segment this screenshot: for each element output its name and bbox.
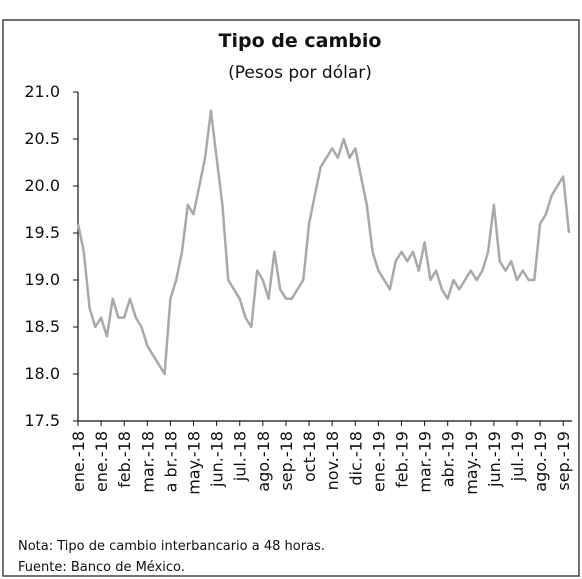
y-tick-label: 18.5 <box>24 317 60 336</box>
x-tick-label: oct-18 <box>300 431 319 482</box>
y-tick-label: 20.5 <box>24 129 60 148</box>
x-tick-label: jul.-18 <box>231 431 250 482</box>
x-tick-label: jul.-19 <box>508 431 527 482</box>
note: Nota: Tipo de cambio interbancario a 48 … <box>18 539 325 554</box>
y-tick-label: 19.5 <box>24 223 60 242</box>
x-tick-label: ene.-18 <box>92 431 111 492</box>
x-tick-label: may.-18 <box>185 431 204 495</box>
x-tick-label: sep.-18 <box>277 431 296 491</box>
source: Fuente: Banco de México. <box>18 560 185 575</box>
x-tick-label: mar.-18 <box>138 431 157 493</box>
x-tick-label: dic.-18 <box>346 431 365 486</box>
x-tick-label: mar.-19 <box>416 431 435 493</box>
x-tick-label: jun.-19 <box>485 431 504 488</box>
x-tick-label: abr.-19 <box>439 431 458 487</box>
y-tick-label: 18.0 <box>24 364 60 383</box>
y-tick-label: 19.0 <box>24 270 60 289</box>
x-tick-label: ene.-19 <box>369 431 388 492</box>
x-tick-label: ene.-18 <box>69 431 88 492</box>
x-tick-label: feb.-19 <box>392 431 411 488</box>
x-tick-label: feb.-18 <box>115 431 134 488</box>
y-tick-label: 21.0 <box>24 82 60 101</box>
x-tick-label: sep.-19 <box>554 431 573 491</box>
chart-subtitle: (Pesos por dólar) <box>228 63 372 83</box>
x-tick-label: may.-19 <box>462 431 481 495</box>
x-tick-label: nov.-18 <box>323 431 342 490</box>
x-tick-label: ago.-18 <box>254 431 273 492</box>
x-tick-label: jun.-18 <box>208 431 227 488</box>
line <box>76 109 571 376</box>
y-tick-label: 20.0 <box>24 176 60 195</box>
frame <box>2 19 580 577</box>
chart-title: Tipo de cambio <box>219 30 382 52</box>
y-tick-label: 17.5 <box>24 411 60 430</box>
x-tick-label: ago.-19 <box>531 431 550 492</box>
x-tick-label: a br.-18 <box>161 431 180 492</box>
